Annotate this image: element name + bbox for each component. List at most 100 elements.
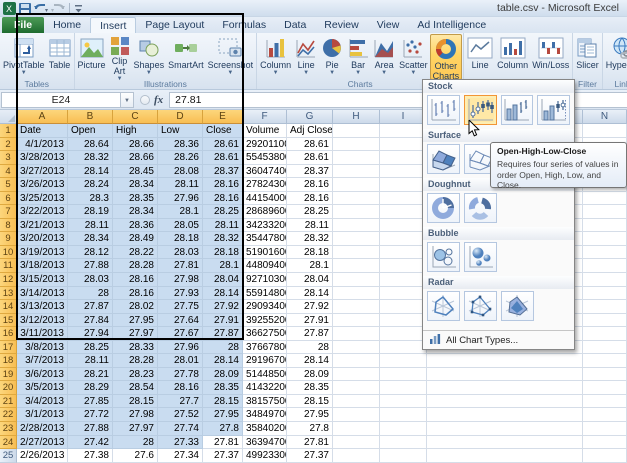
cell-D15[interactable]: 27.64 — [158, 313, 203, 328]
ribbon-button-clip-art[interactable]: Clip Art ▼ — [108, 34, 132, 82]
cell-I23[interactable] — [380, 422, 427, 436]
cell-B23[interactable]: 27.88 — [68, 422, 113, 436]
ribbon-button-pie[interactable]: Pie ▼ — [319, 34, 345, 80]
row-header-2[interactable]: 2 — [0, 137, 17, 152]
cell-B9[interactable]: 28.34 — [68, 232, 113, 246]
cell-E9[interactable]: 28.32 — [203, 232, 243, 246]
cell-I13[interactable] — [380, 286, 427, 301]
cell-A16[interactable]: 3/11/2013 — [17, 327, 68, 341]
cell-E6[interactable]: 28.16 — [203, 191, 243, 206]
cell-B12[interactable]: 28.03 — [68, 273, 113, 287]
cell-A8[interactable]: 3/21/2013 — [17, 218, 68, 233]
cell-C25[interactable]: 27.6 — [113, 449, 158, 463]
cell-G14[interactable]: 27.92 — [287, 300, 333, 314]
cell-H15[interactable] — [333, 313, 380, 328]
cell-I7[interactable] — [380, 205, 427, 219]
cell-I16[interactable] — [380, 327, 427, 341]
cell-E16[interactable]: 27.87 — [203, 327, 243, 341]
row-header-19[interactable]: 19 — [0, 367, 17, 382]
bubble-3d-icon[interactable] — [464, 242, 497, 272]
row-header-13[interactable]: 13 — [0, 286, 17, 301]
cell-H17[interactable] — [333, 340, 380, 355]
cell-N11[interactable] — [583, 259, 627, 274]
cell-H1[interactable] — [333, 124, 380, 138]
cell-H16[interactable] — [333, 327, 380, 341]
cell-G22[interactable]: 27.95 — [287, 408, 333, 423]
ribbon-button-win-loss[interactable]: Win/Loss — [530, 34, 571, 80]
radar-filled-icon[interactable] — [501, 291, 534, 321]
cell-E1[interactable]: Close — [203, 124, 243, 138]
cell-H19[interactable] — [333, 367, 380, 382]
ribbon-button-pivottable[interactable]: PivotTable ▼ — [1, 34, 47, 80]
cell-F8[interactable]: 34233200 — [243, 218, 287, 233]
cell-F6[interactable]: 44154000 — [243, 191, 287, 206]
cell-D16[interactable]: 27.67 — [158, 327, 203, 341]
cell-C5[interactable]: 28.34 — [113, 178, 158, 192]
stock-volume-open-high-low-close-icon[interactable] — [537, 95, 570, 125]
cell-D9[interactable]: 28.18 — [158, 232, 203, 246]
cell-E2[interactable]: 28.61 — [203, 137, 243, 152]
cell-G7[interactable]: 28.25 — [287, 205, 333, 219]
cell-G2[interactable]: 28.61 — [287, 137, 333, 152]
ribbon-button-table[interactable]: Table — [47, 34, 73, 80]
cell-A6[interactable]: 3/25/2013 — [17, 191, 68, 206]
cell-N20[interactable] — [583, 381, 627, 395]
cell-D22[interactable]: 27.52 — [158, 408, 203, 423]
cell-B24[interactable]: 27.42 — [68, 435, 113, 450]
ribbon-button-scatter[interactable]: Scatter ▼ — [397, 34, 430, 80]
cell-B16[interactable]: 27.94 — [68, 327, 113, 341]
cell-N25[interactable] — [583, 449, 627, 463]
cell-I2[interactable] — [380, 137, 427, 152]
cell-C16[interactable]: 27.97 — [113, 327, 158, 341]
cell-D19[interactable]: 27.78 — [158, 367, 203, 382]
cell-x21[interactable] — [427, 394, 583, 409]
cell-A5[interactable]: 3/26/2013 — [17, 178, 68, 192]
cell-C23[interactable]: 27.97 — [113, 422, 158, 436]
cell-A3[interactable]: 3/28/2013 — [17, 151, 68, 165]
cell-B13[interactable]: 28 — [68, 286, 113, 301]
cell-F20[interactable]: 41432200 — [243, 381, 287, 395]
ribbon-button-slicer[interactable]: Slicer — [574, 34, 601, 80]
cell-N23[interactable] — [583, 422, 627, 436]
cell-E21[interactable]: 28.15 — [203, 394, 243, 409]
cell-x20[interactable] — [427, 381, 583, 395]
cell-x25[interactable] — [427, 449, 583, 463]
cell-E3[interactable]: 28.61 — [203, 151, 243, 165]
cell-D7[interactable]: 28.1 — [158, 205, 203, 219]
cell-F9[interactable]: 35447800 — [243, 232, 287, 246]
ribbon-button-other-charts[interactable]: Other Charts▼ — [429, 34, 463, 87]
cell-G1[interactable]: Adj Close — [287, 124, 333, 138]
stock-volume-high-low-close-icon[interactable] — [500, 95, 534, 125]
cell-N10[interactable] — [583, 245, 627, 260]
cell-G17[interactable]: 28 — [287, 340, 333, 355]
row-header-5[interactable]: 5 — [0, 178, 17, 192]
cell-I15[interactable] — [380, 313, 427, 328]
cell-D14[interactable]: 27.75 — [158, 300, 203, 314]
cell-E17[interactable]: 28 — [203, 340, 243, 355]
ribbon-button-picture[interactable]: Picture — [76, 34, 108, 80]
cell-F17[interactable]: 37667800 — [243, 340, 287, 355]
cell-G13[interactable]: 28.14 — [287, 286, 333, 301]
cell-H12[interactable] — [333, 273, 380, 287]
radar-icon[interactable] — [427, 291, 460, 321]
name-box[interactable]: E24 — [1, 91, 121, 108]
cell-C24[interactable]: 28 — [113, 435, 158, 450]
cell-E10[interactable]: 28.18 — [203, 245, 243, 260]
cell-I18[interactable] — [380, 354, 427, 368]
tab-data[interactable]: Data — [284, 19, 307, 31]
cell-H23[interactable] — [333, 422, 380, 436]
cell-H3[interactable] — [333, 151, 380, 165]
cell-G10[interactable]: 28.18 — [287, 245, 333, 260]
cell-B6[interactable]: 28.3 — [68, 191, 113, 206]
cell-A24[interactable]: 2/27/2013 — [17, 435, 68, 450]
cell-H4[interactable] — [333, 164, 380, 179]
cell-I5[interactable] — [380, 178, 427, 192]
cell-E15[interactable]: 27.91 — [203, 313, 243, 328]
cell-E14[interactable]: 27.92 — [203, 300, 243, 314]
tab-home[interactable]: Home — [53, 19, 82, 31]
spreadsheet-grid[interactable]: A B C D E F G H I N 1 Date Open High Low Close Volume Adj… — [0, 110, 627, 463]
cell-N17[interactable] — [583, 340, 627, 355]
row-header-17[interactable]: 17 — [0, 340, 17, 355]
cell-N9[interactable] — [583, 232, 627, 246]
cell-C11[interactable]: 28.28 — [113, 259, 158, 274]
